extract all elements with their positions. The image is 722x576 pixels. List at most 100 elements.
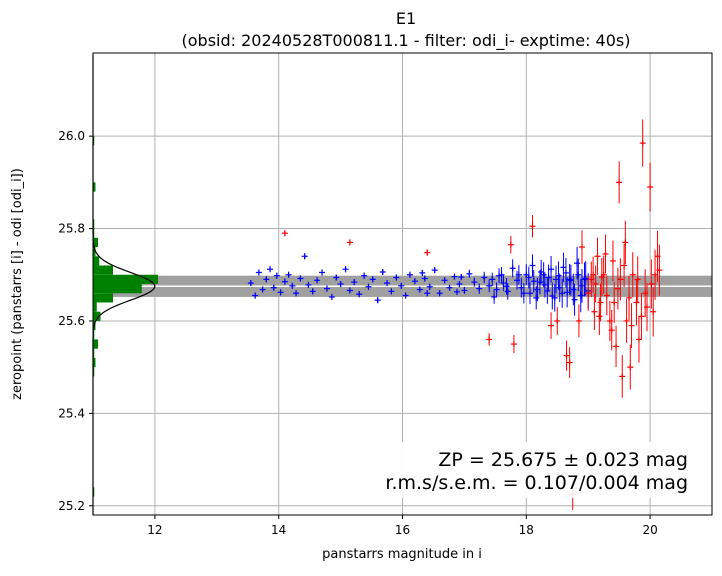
- histogram-bar: [93, 136, 95, 146]
- rejected-point: [592, 265, 599, 303]
- rejected-point: [619, 355, 626, 398]
- used-point: [374, 297, 381, 304]
- rejected-point: [623, 299, 630, 343]
- used-point: [328, 293, 335, 300]
- rejected-point: [529, 215, 536, 238]
- used-point: [466, 269, 473, 278]
- x-axis: 12 14 16 18 20: [147, 515, 658, 537]
- rejected-point: [597, 283, 604, 322]
- y-axis-label: zeropoint (panstarrs [i] - odi [odi_i]): [10, 168, 25, 400]
- rejected-point: [638, 292, 645, 340]
- rejected-point: [424, 249, 431, 256]
- used-point: [436, 290, 443, 297]
- used-point: [520, 283, 527, 304]
- x-tick-label: 12: [147, 523, 162, 537]
- histogram-bar: [93, 293, 113, 303]
- rejected-point: [627, 344, 634, 390]
- used-point: [293, 290, 300, 297]
- histogram-bar: [93, 311, 101, 321]
- used-point: [309, 288, 316, 295]
- used-point: [301, 253, 308, 260]
- used-point: [393, 274, 400, 281]
- used-point: [503, 278, 510, 295]
- used-point: [493, 282, 500, 297]
- rejected-point: [608, 310, 615, 351]
- used-point: [406, 271, 413, 278]
- rejected-point: [613, 325, 620, 368]
- used-point: [384, 280, 391, 287]
- rejected-point: [596, 297, 603, 336]
- histogram-bar: [93, 237, 98, 248]
- used-point: [453, 288, 460, 295]
- chart-title: E1: [396, 9, 416, 28]
- used-point: [289, 282, 296, 289]
- y-tick-label: 25.2: [58, 499, 85, 513]
- histogram-bar: [93, 219, 95, 229]
- used-point: [498, 267, 505, 283]
- rejected-point: [650, 286, 657, 337]
- used-point: [451, 273, 458, 280]
- rejected-point: [622, 220, 629, 265]
- zp-annotation: ZP = 25.675 ± 0.023 mag r.m.s/s.e.m. = 0…: [385, 442, 696, 498]
- x-tick-label: 20: [642, 523, 657, 537]
- rejected-point: [626, 275, 633, 320]
- used-point: [263, 276, 270, 283]
- used-point: [577, 278, 584, 313]
- histogram-bar: [93, 247, 96, 257]
- used-point: [562, 257, 569, 288]
- used-point: [481, 271, 488, 284]
- used-point: [411, 278, 418, 285]
- used-point: [500, 275, 507, 291]
- used-point: [446, 284, 453, 291]
- used-point: [471, 277, 478, 287]
- used-point: [388, 288, 395, 295]
- rejected-point: [486, 333, 493, 346]
- used-point: [575, 258, 582, 292]
- used-point: [458, 273, 465, 281]
- histogram-bar: [93, 339, 98, 349]
- histogram-bar: [93, 274, 158, 284]
- y-tick-label: 25.8: [58, 222, 85, 236]
- used-point: [281, 278, 288, 285]
- rejected-point: [621, 243, 628, 288]
- rejected-point: [633, 279, 640, 326]
- used-point: [365, 283, 372, 290]
- rejected-point: [554, 306, 561, 335]
- y-tick-label: 25.6: [58, 314, 85, 328]
- rejected-point: [346, 239, 353, 246]
- used-point: [548, 255, 555, 283]
- used-point: [333, 274, 340, 281]
- used-point: [267, 266, 274, 273]
- used-point: [426, 283, 433, 290]
- used-point: [525, 266, 532, 289]
- used-point: [544, 278, 551, 304]
- histogram-bar: [93, 284, 142, 294]
- used-point: [540, 262, 547, 288]
- data-points: [247, 119, 663, 510]
- used-point: [533, 286, 540, 310]
- used-point: [486, 279, 493, 293]
- used-point: [421, 275, 428, 282]
- histogram-bar: [93, 265, 113, 275]
- rejected-point: [616, 161, 623, 204]
- rejected-point: [634, 256, 641, 303]
- rejected-point: [548, 312, 555, 339]
- used-point: [536, 270, 543, 295]
- used-point: [509, 259, 516, 278]
- used-point: [416, 286, 423, 293]
- used-point: [398, 282, 405, 289]
- rejected-point: [647, 162, 654, 212]
- x-axis-label: panstarrs magnitude in i: [322, 547, 482, 562]
- used-point: [351, 279, 358, 286]
- used-point: [252, 292, 259, 299]
- used-point: [551, 284, 558, 312]
- rejected-point: [609, 240, 616, 282]
- rejected-point: [603, 275, 610, 316]
- rejected-point: [656, 244, 663, 296]
- rejected-point: [629, 252, 636, 298]
- histogram-bar: [93, 357, 96, 368]
- histogram-bar: [93, 487, 95, 497]
- used-point: [323, 285, 330, 292]
